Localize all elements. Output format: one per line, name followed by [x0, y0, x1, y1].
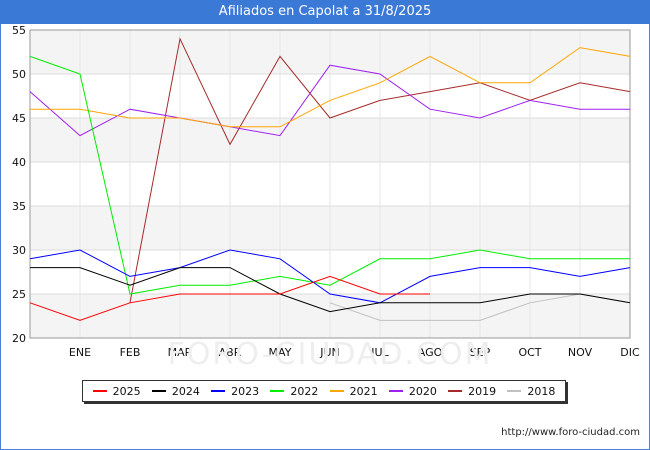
x-tick-label: FEB: [120, 346, 141, 359]
y-tick-label: 55: [12, 24, 26, 37]
legend-label: 2022: [290, 384, 319, 398]
series-line-2022: [29, 55, 630, 295]
series-line-2025: [29, 275, 430, 321]
legend-label: 2023: [231, 384, 260, 398]
x-tick-label: JUN: [319, 346, 340, 359]
legend-swatch: [92, 390, 107, 392]
legend-swatch: [151, 390, 166, 392]
legend-item-2018: 2018: [507, 385, 555, 398]
legend-label: 2025: [112, 384, 141, 398]
legend-swatch: [507, 390, 522, 392]
legend-item-2020: 2020: [388, 384, 437, 398]
source-url[interactable]: http://www.foro-ciudad.com: [501, 427, 640, 438]
series-line-2023: [29, 249, 631, 304]
x-tick-label: DIC: [620, 346, 640, 359]
y-tick-label: 30: [12, 244, 26, 257]
legend-item-2022: 2022: [270, 385, 318, 398]
legend-label: 2024: [171, 384, 200, 398]
y-tick-label: 25: [12, 288, 26, 301]
legend-swatch: [270, 390, 285, 392]
x-tick-label: ABR: [219, 346, 242, 359]
x-tick-label: OCT: [518, 346, 541, 359]
x-tick-label: AGO: [418, 346, 443, 359]
legend-label: 2021: [349, 384, 378, 398]
y-tick-label: 35: [12, 200, 26, 213]
legend-swatch: [329, 390, 344, 392]
series-line-2021: [30, 47, 631, 128]
legend-item-2019: 2019: [448, 385, 496, 398]
legend-label: 2020: [408, 384, 437, 398]
legend-label: 2019: [468, 384, 497, 398]
y-tick-label: 45: [12, 112, 26, 125]
y-tick-label: 20: [12, 332, 26, 345]
plot-border: [29, 29, 631, 339]
x-tick-label: ENE: [69, 346, 91, 359]
x-tick-label: MAR: [168, 346, 193, 359]
series-line-2019: [129, 37, 631, 303]
y-tick-label: 40: [12, 156, 26, 169]
series-line-2020: [29, 64, 630, 137]
y-tick-label: 50: [12, 68, 26, 81]
legend-item-2024: 2024: [151, 384, 200, 398]
legend-item-2021: 2021: [329, 384, 378, 398]
chart-title: Afiliados en Capolat a 31/8/2025: [0, 0, 650, 24]
watermark: FORO-CIUDAD.COM: [168, 337, 493, 372]
legend-swatch: [448, 390, 463, 392]
legend-swatch: [211, 390, 226, 392]
series-line-2024: [30, 267, 631, 313]
legend-swatch: [388, 390, 403, 392]
legend-item-2025: 2025: [92, 384, 141, 398]
x-tick-label: MAY: [269, 346, 292, 359]
legend-item-2023: 2023: [211, 385, 259, 398]
x-tick-label: NOV: [568, 346, 593, 359]
legend-label: 2018: [527, 384, 556, 398]
x-tick-label: JUL: [370, 346, 389, 359]
chart-legend: 2025 2024 2023 2022 2021 2020 2019 2018: [82, 380, 566, 402]
x-tick-label: SEP: [470, 346, 491, 359]
line-chart: 20 25 30 35 40 45 50 55 ENE FEB MAR ABR MAY JUN JUL AGO…: [12, 24, 640, 372]
